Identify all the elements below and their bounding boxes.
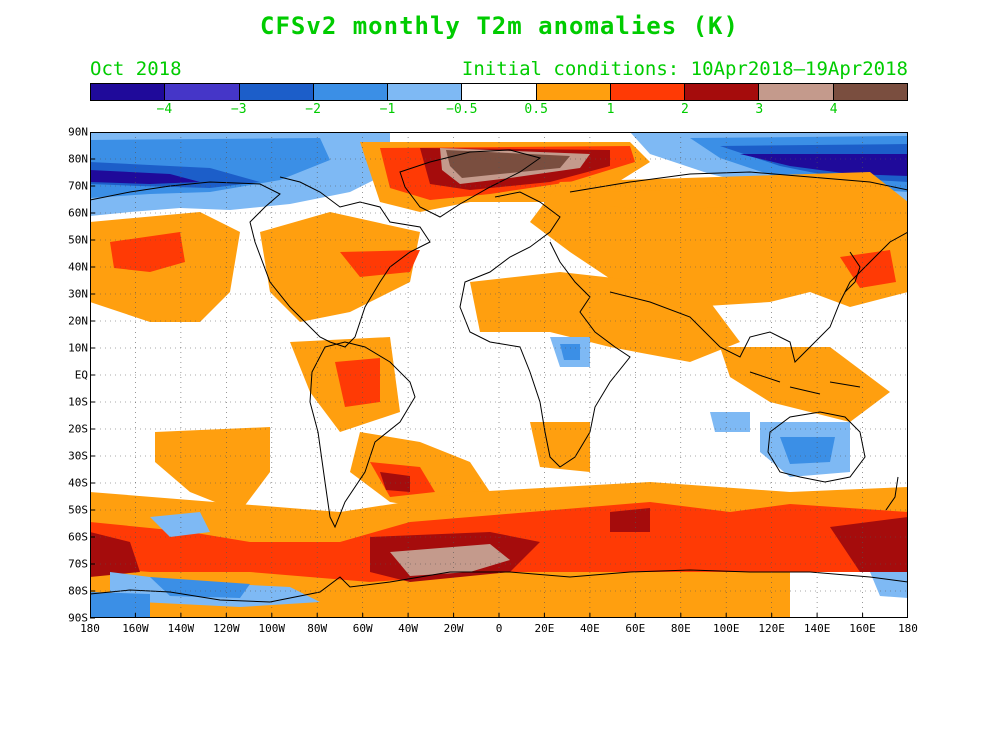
initial-conditions: Initial conditions: 10Apr2018–19Apr2018 bbox=[461, 58, 908, 80]
colorbar-swatch bbox=[239, 84, 314, 100]
lat-tick-label: EQ bbox=[74, 368, 88, 382]
colorbar-swatch bbox=[610, 84, 686, 100]
lon-tick-label: 180 bbox=[80, 622, 100, 635]
lat-tick-label: 20S bbox=[68, 422, 88, 436]
colorbar-label: −1 bbox=[379, 102, 396, 117]
lon-tick-label: 140W bbox=[167, 622, 195, 635]
colorbar-label: −0.5 bbox=[446, 102, 478, 117]
map-title: CFSv2 monthly T2m anomalies (K) bbox=[260, 12, 739, 40]
anomaly-map bbox=[90, 132, 908, 619]
lon-tick-label: 80W bbox=[307, 622, 328, 635]
colorbar-swatch bbox=[536, 84, 611, 100]
lon-tick-label: 100E bbox=[712, 622, 740, 635]
colorbar-swatch bbox=[685, 84, 760, 100]
lon-tick-label: 160W bbox=[122, 622, 149, 635]
lon-tick-label: 100W bbox=[258, 622, 286, 635]
lon-tick-label: 20W bbox=[443, 622, 464, 635]
lon-tick-label: 120E bbox=[758, 622, 785, 635]
lat-tick-label: 60S bbox=[68, 530, 88, 544]
lat-tick-label: 60N bbox=[68, 206, 88, 220]
colorbar bbox=[90, 83, 908, 101]
colorbar-label: −2 bbox=[305, 102, 321, 117]
colorbar-label: −4 bbox=[156, 102, 173, 117]
lat-tick-label: 80N bbox=[68, 152, 88, 166]
lat-tick-label: 90S bbox=[68, 611, 88, 625]
lat-tick-label: 20N bbox=[68, 314, 88, 328]
lat-tick-label: 70N bbox=[68, 179, 88, 193]
lat-tick-label: 40S bbox=[68, 476, 88, 490]
lat-tick-label: 50S bbox=[68, 503, 88, 517]
lat-tick-label: 30N bbox=[68, 287, 88, 301]
colorbar-swatch bbox=[91, 84, 166, 100]
lon-tick-label: 80E bbox=[670, 622, 691, 635]
colorbar-swatch bbox=[833, 84, 907, 100]
lon-tick-label: 20E bbox=[534, 622, 555, 635]
lat-tick-label: 90N bbox=[68, 125, 88, 139]
forecast-period: Oct 2018 bbox=[90, 58, 182, 80]
lat-tick-label: 80S bbox=[68, 584, 88, 598]
lat-tick-label: 70S bbox=[68, 557, 88, 571]
colorbar-label: −3 bbox=[230, 102, 247, 117]
colorbar-label: 2 bbox=[680, 102, 689, 117]
colorbar-swatch bbox=[313, 84, 389, 100]
lat-tick-label: 10N bbox=[68, 341, 88, 355]
lon-tick-label: 40E bbox=[579, 622, 600, 635]
colorbar-label: 3 bbox=[755, 102, 764, 117]
colorbar-swatch bbox=[462, 84, 537, 100]
lon-tick-label: 180 bbox=[898, 622, 918, 635]
colorbar-label: 1 bbox=[606, 102, 615, 117]
lat-tick-label: 10S bbox=[68, 395, 88, 409]
lon-tick-label: 60W bbox=[352, 622, 373, 635]
colorbar-swatch bbox=[388, 84, 463, 100]
lat-tick-label: 40N bbox=[68, 260, 88, 274]
lat-tick-label: 50N bbox=[68, 233, 88, 247]
lon-tick-label: 120W bbox=[213, 622, 240, 635]
colorbar-label: 4 bbox=[829, 102, 838, 117]
colorbar-swatch bbox=[759, 84, 834, 100]
colorbar-label: 0.5 bbox=[524, 102, 548, 117]
lat-tick-label: 30S bbox=[68, 449, 88, 463]
lon-tick-label: 140E bbox=[803, 622, 831, 635]
colorbar-labels: −4 −3 −2 −1 −0.5 0.5 1 2 3 4 bbox=[90, 102, 908, 120]
colorbar-swatch bbox=[165, 84, 240, 100]
lon-tick-label: 40W bbox=[398, 622, 419, 635]
lon-tick-label: 0 bbox=[495, 622, 503, 635]
lon-tick-label: 60E bbox=[625, 622, 646, 635]
lon-tick-label: 160E bbox=[849, 622, 876, 635]
